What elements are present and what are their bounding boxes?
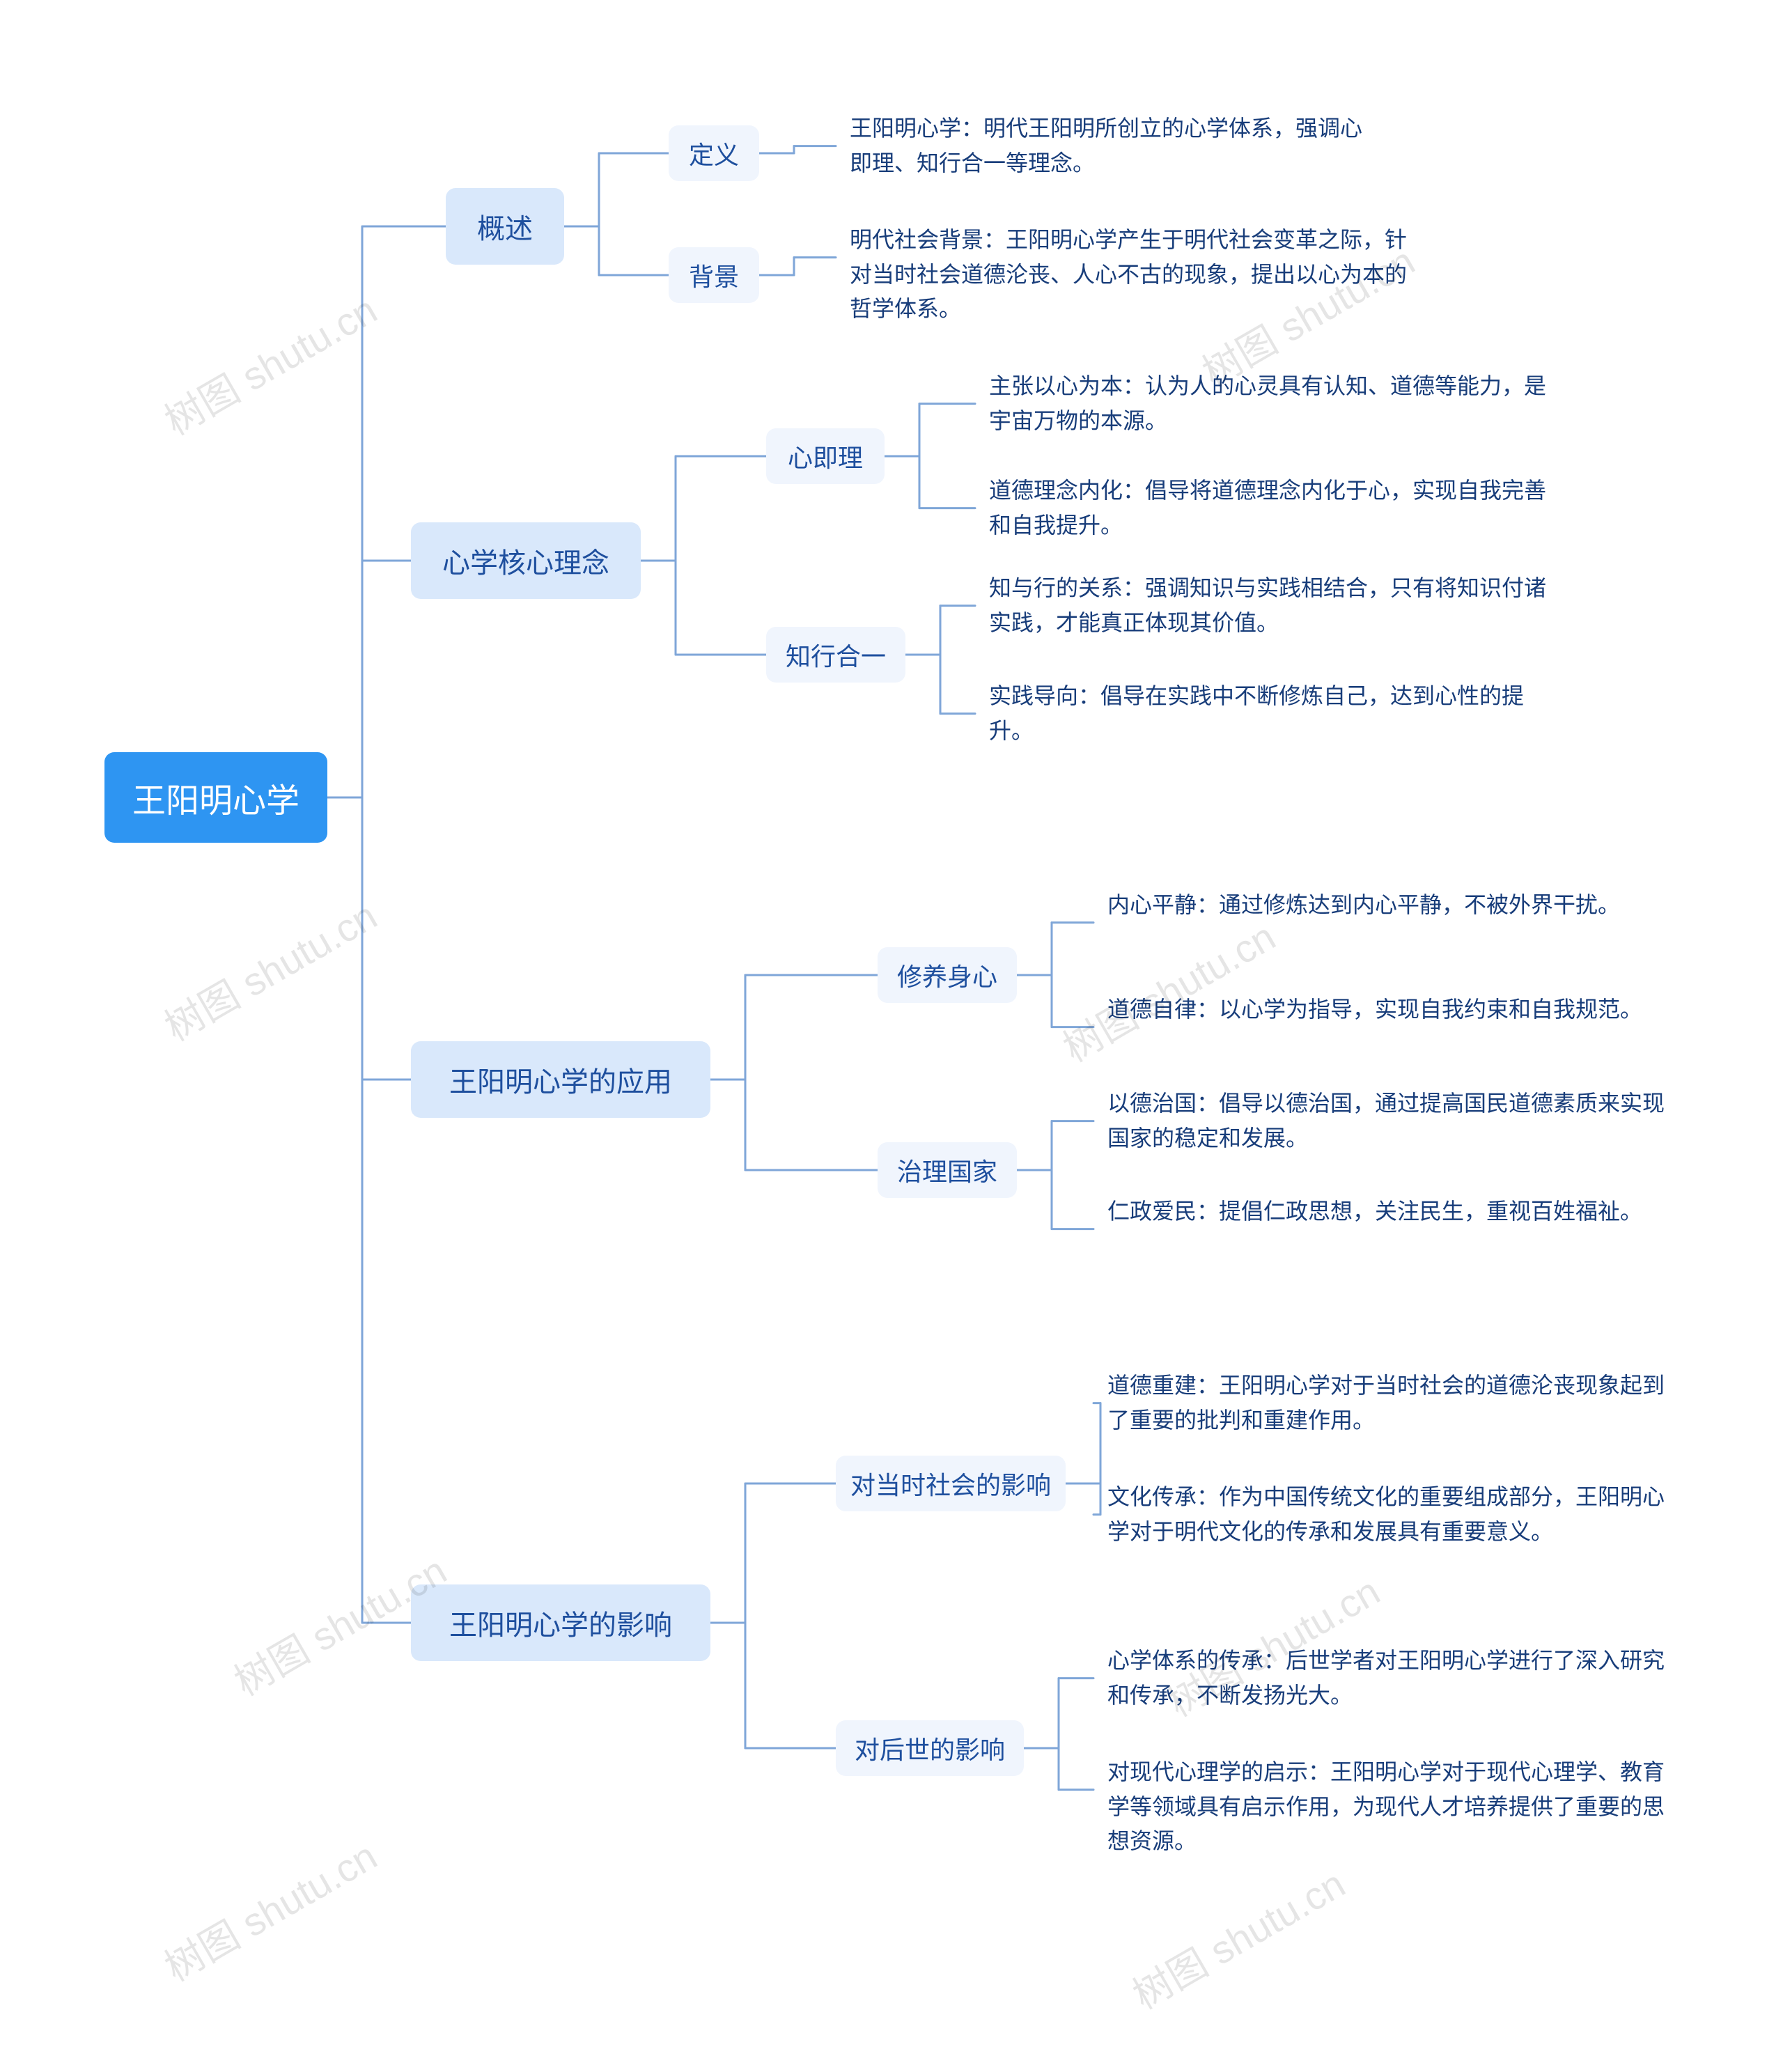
sub-node[interactable]: 知行合一 (766, 627, 905, 683)
sub-label: 心即理 (788, 438, 863, 474)
branch-node[interactable]: 心学核心理念 (411, 522, 641, 599)
leaf-text: 道德重建：王阳明心学对于当时社会的道德沦丧现象起到了重要的批判和重建作用。 (1107, 1369, 1679, 1438)
leaf-text: 对现代心理学的启示：王阳明心学对于现代心理学、教育学等领域具有启示作用，为现代人… (1107, 1755, 1685, 1859)
root-label: 王阳明心学 (132, 773, 299, 822)
leaf-text: 以德治国：倡导以德治国，通过提高国民道德素质来实现国家的稳定和发展。 (1107, 1086, 1665, 1155)
watermark: 树图 shutu.cn (153, 885, 386, 1052)
sub-label: 知行合一 (786, 637, 886, 673)
watermark: 树图 shutu.cn (153, 1825, 386, 1993)
sub-node[interactable]: 背景 (669, 247, 759, 303)
sub-label: 背景 (689, 257, 739, 293)
leaf-text: 实践导向：倡导在实践中不断修炼自己，达到心性的提升。 (989, 679, 1560, 748)
sub-node[interactable]: 修养身心 (878, 947, 1017, 1003)
leaf-text: 仁政爱民：提倡仁政思想，关注民生，重视百姓福祉。 (1107, 1194, 1665, 1229)
branch-label: 概述 (477, 206, 533, 247)
leaf-text: 道德自律：以心学为指导，实现自我约束和自我规范。 (1107, 992, 1665, 1027)
watermark: 树图 shutu.cn (153, 279, 386, 446)
branch-node[interactable]: 王阳明心学的影响 (411, 1584, 710, 1661)
sub-node[interactable]: 心即理 (766, 428, 885, 484)
leaf-text: 主张以心为本：认为人的心灵具有认知、道德等能力，是宇宙万物的本源。 (989, 369, 1560, 438)
leaf-text: 内心平静：通过修炼达到内心平静，不被外界干扰。 (1107, 888, 1665, 923)
sub-node[interactable]: 定义 (669, 125, 759, 181)
sub-node[interactable]: 治理国家 (878, 1142, 1017, 1198)
leaf-text: 王阳明心学：明代王阳明所创立的心学体系，强调心即理、知行合一等理念。 (850, 111, 1379, 180)
sub-label: 修养身心 (897, 957, 997, 993)
branch-node[interactable]: 概述 (446, 188, 564, 265)
sub-node[interactable]: 对后世的影响 (836, 1720, 1024, 1776)
leaf-text: 文化传承：作为中国传统文化的重要组成部分，王阳明心学对于明代文化的传承和发展具有… (1107, 1480, 1685, 1549)
sub-node[interactable]: 对当时社会的影响 (836, 1456, 1066, 1511)
branch-label: 王阳明心学的影响 (449, 1603, 672, 1643)
watermark: 树图 shutu.cn (1121, 1853, 1354, 2020)
watermark: 树图 shutu.cn (1052, 906, 1284, 1073)
sub-label: 对当时社会的影响 (850, 1465, 1051, 1502)
leaf-text: 知与行的关系：强调知识与实践相结合，只有将知识付诸实践，才能真正体现其价值。 (989, 571, 1560, 640)
leaf-text: 心学体系的传承：后世学者对王阳明心学进行了深入研究和传承，不断发扬光大。 (1107, 1644, 1679, 1713)
branch-label: 王阳明心学的应用 (449, 1059, 672, 1100)
mindmap-canvas: 王阳明心学 概述心学核心理念王阳明心学的应用王阳明心学的影响 定义背景心即理知行合一… (0, 0, 1783, 2072)
root-node[interactable]: 王阳明心学 (104, 752, 327, 843)
branch-label: 心学核心理念 (442, 540, 609, 581)
sub-label: 定义 (689, 135, 739, 171)
leaf-text: 明代社会背景：王阳明心学产生于明代社会变革之际，针对当时社会道德沦丧、人心不古的… (850, 223, 1421, 327)
leaf-text: 道德理念内化：倡导将道德理念内化于心，实现自我完善和自我提升。 (989, 474, 1560, 543)
branch-node[interactable]: 王阳明心学的应用 (411, 1041, 710, 1118)
sub-label: 对后世的影响 (855, 1730, 1005, 1766)
sub-label: 治理国家 (897, 1152, 997, 1188)
